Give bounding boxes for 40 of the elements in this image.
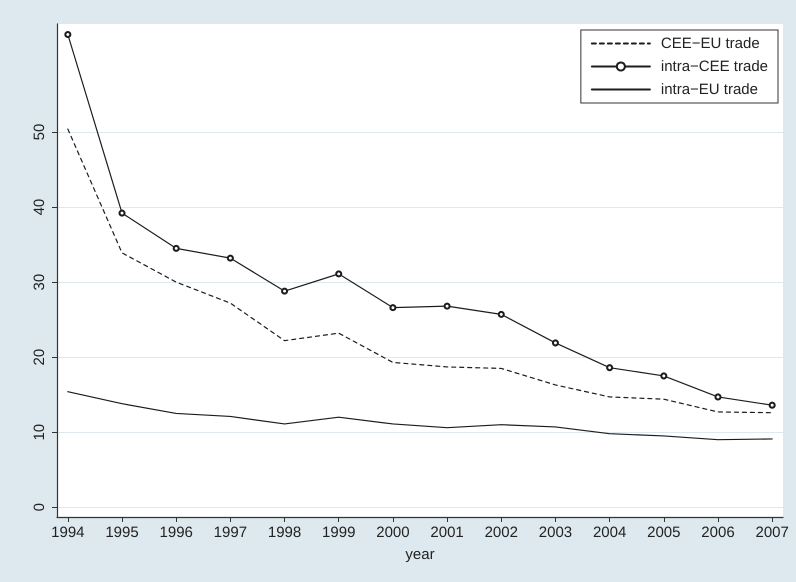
legend-label: intra−CEE trade	[660, 58, 768, 75]
x-tick-label: 2005	[647, 524, 680, 541]
point	[335, 270, 342, 278]
x-tick-label: 1998	[268, 524, 302, 541]
x-tick-label: 2000	[376, 524, 410, 541]
x-tick-label: 2003	[538, 524, 572, 541]
x-tick-label: 2001	[430, 524, 464, 541]
legend-label: intra−EU trade	[660, 81, 758, 98]
x-tick-label: 1995	[105, 524, 139, 541]
line-series	[67, 128, 773, 414]
point	[226, 254, 234, 262]
point	[444, 302, 451, 310]
legend-label: CEE−EU trade	[660, 35, 760, 52]
point	[389, 304, 396, 312]
x-tick-label: 1997	[214, 524, 248, 541]
x-tick-label: 2002	[484, 524, 518, 541]
y-tick-label: 40	[31, 198, 48, 216]
point	[118, 210, 126, 217]
line-series	[67, 391, 773, 440]
point	[498, 310, 505, 318]
x-tick-label: 2004	[592, 524, 626, 541]
point	[768, 402, 776, 409]
point	[552, 339, 559, 346]
point	[64, 31, 72, 38]
point	[281, 288, 288, 295]
point	[660, 372, 668, 380]
point	[172, 244, 180, 252]
y-tick-label: 20	[31, 348, 48, 366]
x-tick-label: 2007	[755, 524, 789, 541]
point	[606, 364, 614, 372]
y-tick-label: 50	[31, 124, 48, 140]
x-axis-title: year	[405, 546, 435, 563]
x-tick-label: 2006	[701, 524, 735, 541]
y-tick-label: 0	[31, 503, 48, 512]
x-tick-label: 1996	[160, 524, 193, 541]
x-tick-label: 1999	[322, 524, 356, 541]
y-tick-label: 10	[31, 424, 48, 441]
x-tick-label: 1994	[51, 524, 85, 541]
y-tick-label: 30	[31, 274, 48, 290]
point	[714, 393, 722, 400]
